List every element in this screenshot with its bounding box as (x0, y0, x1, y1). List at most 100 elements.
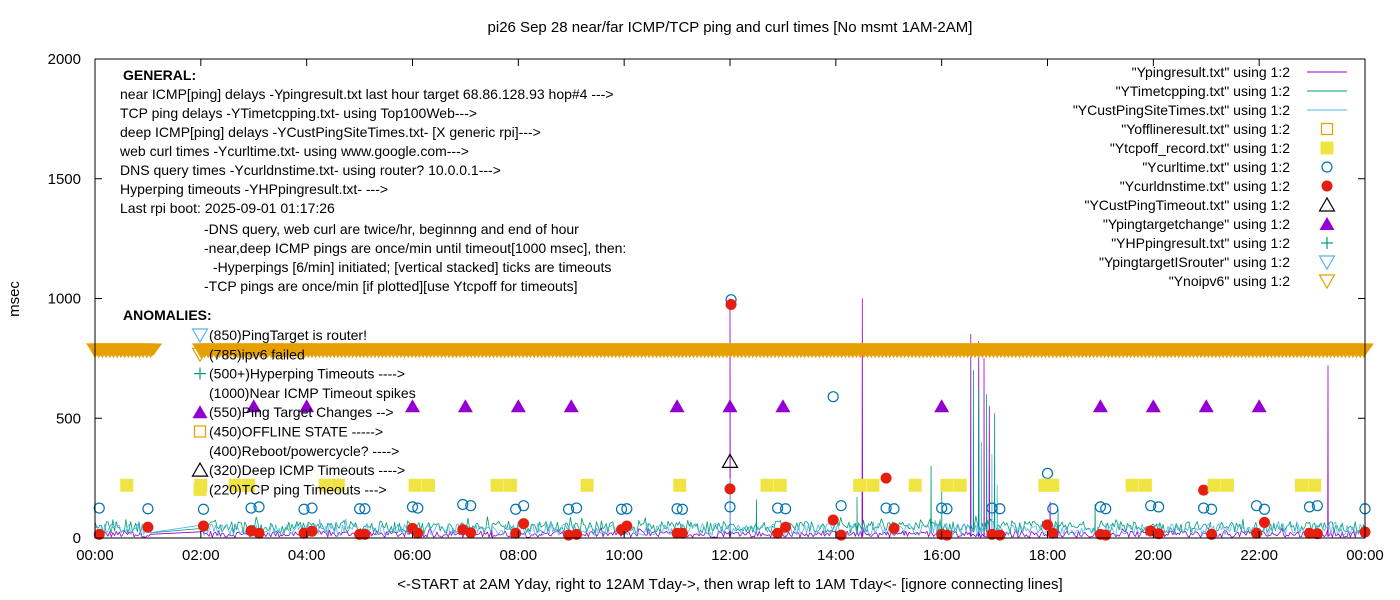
data-point-0-15 (563, 503, 575, 515)
data-point-0-34 (1047, 503, 1059, 515)
anomaly-marker-1 (191, 347, 209, 363)
anomaly-marker-0 (191, 328, 209, 344)
data-point-0-39 (1198, 502, 1210, 514)
data-point-0-6 (306, 502, 318, 514)
data-point-4-4 (318, 478, 332, 492)
marker-series-3 (721, 453, 739, 468)
data-point-4-6 (408, 478, 422, 492)
data-point-0-35 (1094, 501, 1107, 513)
anomaly-line: (850)PingTarget is router! (209, 327, 367, 343)
y-tick-label: 500 (56, 410, 81, 427)
legend-entry-label: "Ynoipv6" using 1:2 (1169, 273, 1290, 289)
legend-entry-label: "Yofflineresult.txt" using 1:2 (1121, 121, 1290, 137)
x-tick-label: 12:00 (711, 547, 749, 564)
data-point-0-26 (835, 500, 847, 512)
legend-entry-label: "Ypingtargetchange" using 1:2 (1103, 216, 1290, 232)
legend-entry-marker-9 (1321, 237, 1333, 249)
noipv6-band-1 (191, 343, 1374, 356)
anomaly-marker-4 (192, 405, 208, 419)
data-point-0-25 (827, 391, 839, 403)
data-point-4-18 (953, 478, 967, 492)
data-point-4-12 (760, 478, 774, 492)
data-point-0-33 (1041, 467, 1054, 479)
data-point-2-10 (1092, 399, 1108, 413)
data-point-2-12 (1198, 399, 1214, 413)
x-axis-label: <-START at 2AM Yday, right to 12AM Tday-… (397, 576, 1062, 593)
data-point-0-4 (253, 501, 265, 513)
data-point-0-28 (888, 503, 900, 515)
data-point-4-7 (421, 478, 435, 492)
x-tick-label: 18:00 (1029, 547, 1067, 564)
data-point-4-13 (773, 478, 787, 492)
data-point-4-2 (228, 478, 242, 492)
data-point-4-0 (120, 478, 134, 492)
chart-title: pi26 Sep 28 near/far ICMP/TCP ping and c… (488, 19, 973, 36)
data-point-2-9 (934, 399, 950, 413)
general-header: GENERAL: (123, 67, 196, 83)
anomaly-marker-7 (191, 461, 209, 477)
data-point-0-19 (671, 503, 683, 515)
data-point-1-4 (253, 527, 265, 539)
data-point-4-9 (503, 478, 517, 492)
data-point-0-29 (936, 502, 948, 514)
data-point-2-3 (457, 399, 473, 413)
anomalies-header: ANOMALIES: (123, 307, 212, 323)
anomaly-line: (320)Deep ICMP Timeouts ----> (209, 462, 405, 478)
data-point-2-13 (1251, 399, 1267, 413)
data-point-0-21 (724, 501, 736, 513)
anomaly-line: (450)OFFLINE STATE -----> (209, 424, 383, 440)
data-point-0-10 (412, 502, 424, 514)
marker-series-2 (246, 399, 1267, 413)
y-tick-label: 1000 (48, 291, 81, 308)
data-point-1-13 (510, 527, 522, 539)
data-point-1-10 (412, 527, 424, 539)
anomaly-line: (785)ipv6 failed (209, 346, 305, 362)
legend-entry-label: "YpingtargetISrouter" using 1:2 (1099, 254, 1290, 270)
data-point-1-27 (880, 472, 892, 484)
legend-entry-marker-4 (1320, 141, 1334, 155)
marker-series-5 (86, 343, 1374, 359)
marker-series-group (86, 294, 1374, 541)
data-point-4-20 (1046, 478, 1060, 492)
data-point-0-32 (994, 503, 1006, 515)
data-point-2-7 (722, 399, 738, 413)
general-line: web curl times -Ycurltime.txt- using www… (119, 143, 469, 159)
legend-entry-marker-5 (1321, 161, 1333, 173)
anomaly-line: (550)Ping Target Changes --> (209, 404, 394, 420)
data-point-1-0 (93, 528, 105, 540)
general-line: Hyperping timeouts -YHPpingresult.txt- -… (120, 181, 388, 197)
data-point-2-2 (405, 399, 420, 413)
legend-entry-label: "Ytcpoff_record.txt" using 1:2 (1110, 140, 1290, 156)
x-tick-label: 10:00 (605, 547, 643, 564)
data-point-1-42 (1258, 516, 1270, 528)
general-line: DNS query times -Ycurldnstime.txt- using… (120, 162, 501, 178)
y-tick-label: 1500 (48, 171, 81, 188)
data-point-4-11 (673, 478, 687, 492)
data-point-3-0 (721, 453, 739, 468)
marker-series-4 (120, 478, 1322, 492)
data-point-1-23 (772, 527, 784, 539)
data-point-4-22 (1138, 478, 1152, 492)
data-point-1-28 (888, 522, 900, 534)
data-point-1-24 (780, 521, 792, 533)
legend-entry-marker-10 (1318, 255, 1336, 271)
anomaly-line: (1000)Near ICMP Timeout spikes (209, 385, 416, 401)
y-tick-label: 0 (73, 530, 81, 547)
x-tick-label: 16:00 (923, 547, 961, 564)
data-point-0-38 (1153, 501, 1165, 513)
data-point-4-3 (241, 478, 255, 492)
data-point-0-5 (298, 503, 310, 515)
data-point-0-16 (570, 502, 583, 514)
data-point-1-39 (1198, 484, 1210, 496)
data-point-2-6 (669, 399, 685, 413)
legend-entry-marker-3 (1320, 122, 1334, 136)
data-point-1-38 (1153, 528, 1165, 540)
data-point-1-36 (1100, 529, 1112, 541)
data-point-4-15 (866, 478, 880, 492)
data-point-0-40 (1205, 503, 1218, 515)
data-point-4-10 (580, 478, 594, 492)
noipv6-band-0 (86, 343, 163, 356)
anomaly-line: (500+)Hyperping Timeouts ----> (209, 366, 405, 382)
data-point-0-23 (772, 502, 784, 514)
data-point-0-2 (197, 503, 210, 515)
